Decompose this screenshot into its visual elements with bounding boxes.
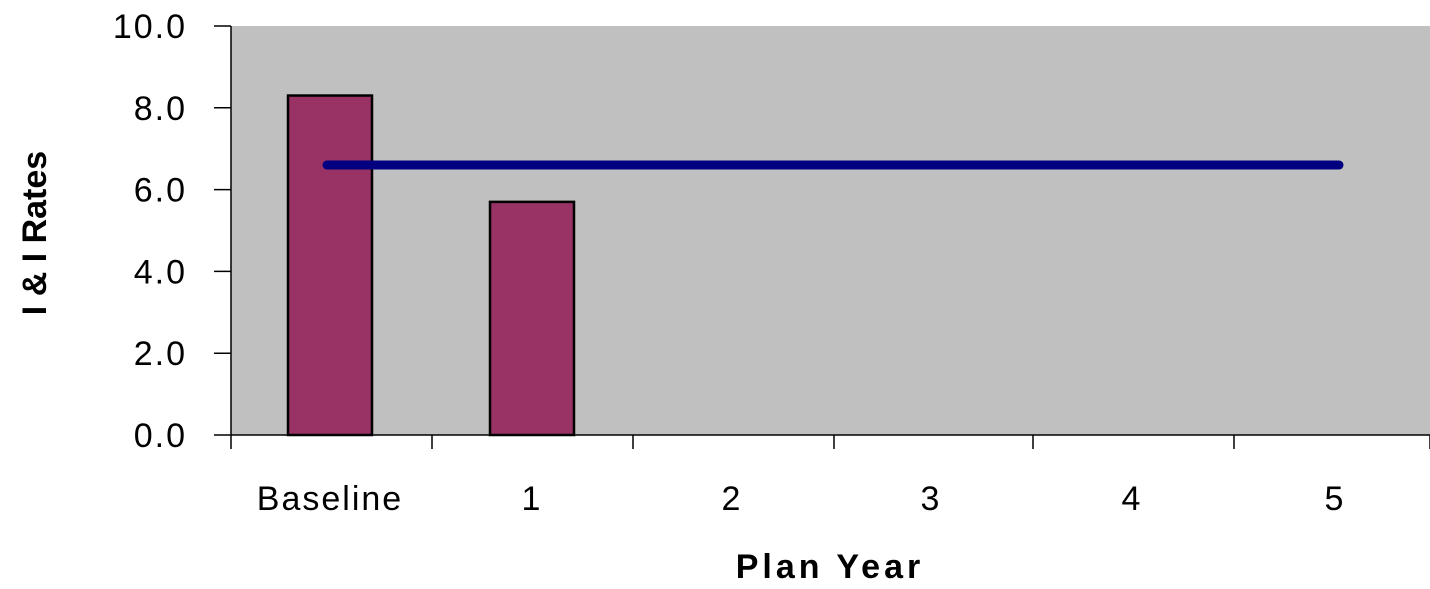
y-tick-label: 8.0	[134, 90, 187, 128]
y-tick-label: 0.0	[134, 417, 187, 455]
x-tick-label: 1	[522, 480, 543, 518]
y-tick-label: 2.0	[134, 335, 187, 373]
x-ticks: Baseline 1 2 3 4 5	[230, 435, 1430, 518]
x-tick-label: 2	[722, 480, 743, 518]
bar	[488, 200, 576, 437]
x-tick-label: Baseline	[257, 480, 403, 518]
y-tick-label: 6.0	[134, 172, 187, 210]
bar	[286, 94, 374, 437]
y-axis-title: I & I Rates	[16, 151, 54, 315]
x-tick-label: 4	[1122, 480, 1143, 518]
x-axis-title: Plan Year	[736, 548, 925, 586]
x-tick-label: 3	[921, 480, 942, 518]
y-tick-label: 4.0	[134, 253, 187, 291]
y-tick-label: 10.0	[113, 8, 187, 46]
plot-area	[231, 26, 1430, 435]
bars-layer	[286, 94, 576, 437]
x-tick-label: 5	[1325, 480, 1346, 518]
y-ticks: 0.0 2.0 4.0 6.0 8.0 10.0	[113, 8, 231, 455]
